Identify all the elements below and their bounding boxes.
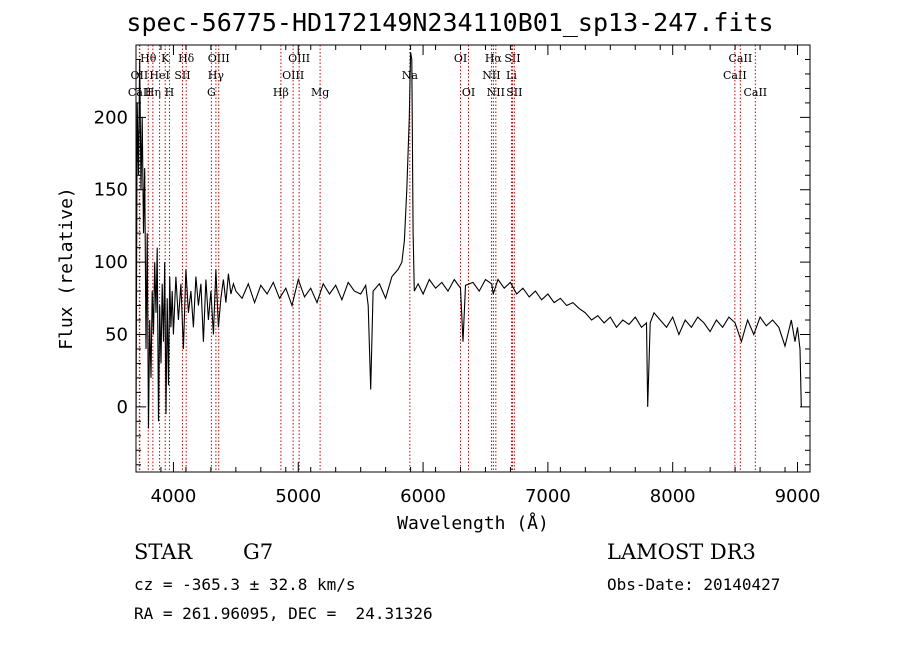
line-markers: OIICaIIHθHηHeIKHSIIHδGHγOIIIHβOIIIOIIIMg…	[128, 45, 767, 472]
x-tick-label: 9000	[775, 486, 821, 507]
line-marker-label: OIII	[282, 69, 304, 82]
x-tick-label: 4000	[151, 486, 197, 507]
line-marker-label: SII	[506, 86, 522, 99]
line-marker-label: Hβ	[273, 86, 289, 99]
line-marker-label: HeI	[149, 69, 169, 82]
redshift-text: cz = -365.3 ± 32.8 km/s	[134, 575, 356, 594]
line-marker-label: SII	[504, 52, 520, 65]
plot-frame	[135, 44, 811, 473]
line-marker-label: SII	[174, 69, 190, 82]
coordinates-text: RA = 261.96095, DEC = 24.31326	[134, 604, 433, 623]
spectrum-line	[136, 52, 802, 436]
x-tick-label: 6000	[400, 486, 446, 507]
line-marker-label: Mg	[311, 86, 329, 99]
line-marker-label: NII	[487, 86, 505, 99]
line-marker-label: Hγ	[208, 69, 225, 82]
chart-title: spec-56775-HD172149N234110B01_sp13-247.f…	[126, 8, 774, 37]
y-tick-label: 150	[94, 180, 128, 201]
line-marker-label: K	[161, 52, 170, 65]
line-marker-label: CaII	[743, 86, 767, 99]
y-tick-label: 50	[105, 324, 128, 345]
x-axis-label: Wavelength (Å)	[397, 512, 549, 534]
y-tick-label: 0	[117, 397, 128, 418]
line-marker-label: OIII	[288, 52, 310, 65]
x-tick-label: 8000	[650, 486, 696, 507]
y-tick-label: 200	[94, 107, 128, 128]
line-marker-label: OIII	[208, 52, 230, 65]
line-marker-label: CaII	[729, 52, 753, 65]
line-marker-label: Hθ	[140, 52, 157, 65]
line-marker-label: Li	[506, 69, 517, 82]
line-marker-label: H	[165, 86, 175, 99]
axis-ticks: 4000 5000 6000 7000 8000 9000 0 50 100 150 200	[94, 45, 821, 507]
x-tick-label: 5000	[275, 486, 321, 507]
line-marker-label: OI	[462, 86, 475, 99]
y-tick-label: 100	[94, 252, 128, 273]
line-marker-label: OI	[454, 52, 467, 65]
object-class: STAR	[134, 540, 193, 564]
line-marker-label: NII	[482, 69, 500, 82]
x-tick-label: 7000	[525, 486, 571, 507]
spectrum-series	[136, 52, 802, 436]
line-marker-label: G	[207, 86, 216, 99]
survey-label: LAMOST DR3	[607, 540, 756, 564]
subclass: G7	[243, 540, 274, 564]
line-marker-label: Hη	[145, 86, 161, 99]
line-marker-label: Hδ	[178, 52, 195, 65]
y-axis-label: Flux (relative)	[56, 187, 77, 350]
obs-date-text: Obs-Date: 20140427	[607, 575, 781, 594]
line-marker-label: Hα	[485, 52, 503, 65]
line-marker-label: CaII	[723, 69, 747, 82]
